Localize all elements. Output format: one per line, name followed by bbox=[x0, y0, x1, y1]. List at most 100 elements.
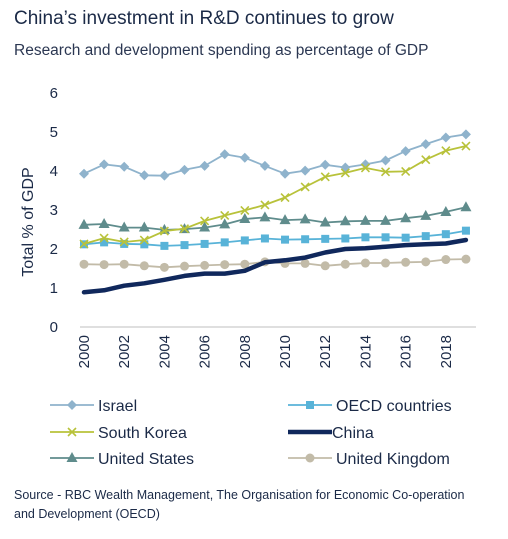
data-point bbox=[99, 260, 109, 270]
legend-item-united-kingdom: United Kingdom bbox=[288, 451, 450, 468]
legend-label: United Kingdom bbox=[336, 451, 450, 468]
data-point bbox=[421, 257, 431, 267]
chart-title: China’s investment in R&D continues to g… bbox=[14, 8, 394, 29]
data-point bbox=[179, 164, 190, 175]
series-south-korea bbox=[79, 141, 471, 249]
data-point bbox=[300, 182, 310, 192]
x-tick-label: 2004 bbox=[156, 335, 173, 368]
data-point bbox=[320, 261, 330, 271]
data-point bbox=[240, 236, 249, 245]
data-point bbox=[120, 239, 129, 248]
x-tick-label: 2008 bbox=[237, 335, 254, 368]
data-point bbox=[440, 205, 452, 216]
data-point bbox=[220, 260, 230, 270]
data-point bbox=[301, 235, 310, 244]
data-point bbox=[281, 235, 290, 244]
x-tick-label: 2018 bbox=[438, 335, 455, 368]
data-point bbox=[200, 260, 210, 270]
data-point bbox=[360, 163, 371, 173]
series-oecd-countries bbox=[80, 226, 470, 250]
legend-item-israel: Israel bbox=[50, 398, 137, 415]
data-point bbox=[340, 259, 350, 269]
data-point bbox=[200, 216, 210, 226]
data-point bbox=[341, 234, 350, 243]
data-point bbox=[360, 258, 370, 268]
legend-item-united-states: United States bbox=[50, 451, 194, 468]
data-point bbox=[100, 238, 109, 247]
x-tick-label: 2012 bbox=[317, 335, 334, 368]
data-point bbox=[420, 209, 432, 220]
data-point bbox=[340, 168, 350, 178]
data-point bbox=[119, 237, 129, 247]
y-tick-label: 3 bbox=[50, 202, 58, 219]
data-point bbox=[139, 235, 149, 245]
data-point bbox=[361, 233, 370, 242]
legend-item-china: China bbox=[288, 425, 374, 442]
data-point bbox=[179, 224, 190, 234]
y-tick-label: 2 bbox=[50, 241, 58, 258]
data-point bbox=[440, 132, 451, 143]
data-point bbox=[305, 453, 315, 463]
legend-label: China bbox=[332, 425, 374, 442]
data-point bbox=[119, 259, 129, 269]
data-point bbox=[306, 401, 314, 409]
data-point bbox=[219, 218, 231, 229]
y-axis-label: Total % of GDP bbox=[20, 167, 37, 276]
data-point bbox=[441, 146, 451, 156]
series-layer bbox=[78, 129, 472, 295]
series-line bbox=[83, 145, 467, 245]
legend-item-oecd-countries: OECD countries bbox=[288, 398, 452, 415]
data-point bbox=[118, 221, 130, 232]
y-tick-label: 1 bbox=[50, 280, 58, 297]
data-point bbox=[320, 172, 330, 182]
data-point bbox=[239, 152, 250, 163]
data-point bbox=[380, 214, 392, 225]
legend-label: OECD countries bbox=[336, 398, 452, 415]
data-point bbox=[299, 213, 311, 224]
x-tick-label: 2014 bbox=[357, 335, 374, 368]
data-point bbox=[67, 427, 77, 437]
data-point bbox=[138, 221, 150, 232]
data-point bbox=[199, 160, 210, 171]
data-point bbox=[461, 254, 471, 264]
data-point bbox=[79, 168, 89, 179]
data-point bbox=[219, 149, 230, 160]
series-israel bbox=[79, 129, 471, 181]
data-point bbox=[220, 210, 230, 221]
x-tick-label: 2002 bbox=[116, 335, 133, 368]
data-point bbox=[460, 201, 472, 212]
data-point bbox=[319, 216, 331, 227]
data-point bbox=[159, 226, 169, 236]
data-point bbox=[400, 146, 411, 157]
x-tick-label: 2006 bbox=[197, 335, 214, 368]
y-tick-label: 4 bbox=[50, 163, 58, 180]
data-point bbox=[320, 159, 331, 170]
y-axis-ticks: 0 1 2 3 4 5 6 bbox=[50, 85, 58, 336]
data-point bbox=[401, 257, 411, 267]
x-tick-label: 2010 bbox=[277, 335, 294, 368]
legend-label: South Korea bbox=[98, 425, 187, 442]
data-point bbox=[220, 238, 229, 247]
line-chart: 0 1 2 3 4 5 6 2000 2002 2004 2006 2008 2010 2012 2014… bbox=[20, 85, 476, 468]
data-point bbox=[300, 258, 310, 268]
data-point bbox=[199, 221, 211, 232]
data-point bbox=[180, 261, 190, 271]
chart-subtitle: Research and development spending as per… bbox=[14, 42, 429, 59]
series-china bbox=[81, 237, 469, 295]
data-point bbox=[441, 230, 450, 239]
data-point bbox=[119, 161, 130, 172]
data-point bbox=[66, 452, 78, 462]
data-point bbox=[420, 139, 431, 150]
data-point bbox=[381, 233, 390, 242]
data-point bbox=[321, 234, 330, 243]
data-point bbox=[79, 239, 89, 249]
series-line bbox=[81, 237, 469, 295]
data-point bbox=[380, 167, 391, 177]
data-point bbox=[280, 192, 290, 203]
data-point bbox=[79, 259, 89, 269]
series-united-states bbox=[78, 201, 472, 234]
data-point bbox=[159, 262, 169, 272]
data-point bbox=[99, 233, 109, 243]
data-point bbox=[240, 205, 250, 215]
data-point bbox=[279, 214, 291, 225]
